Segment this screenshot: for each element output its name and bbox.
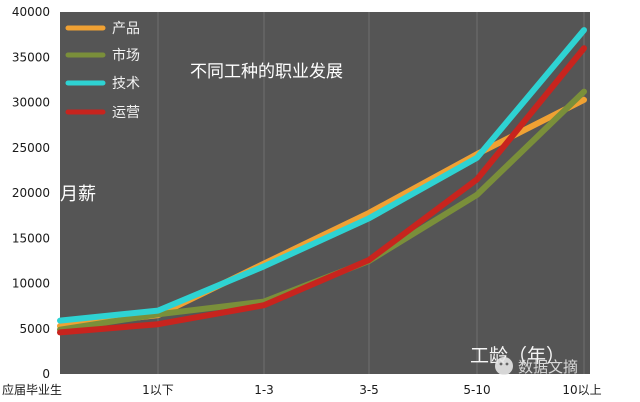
x-tick-label: 1以下 xyxy=(142,383,174,397)
y-tick-label: 10000 xyxy=(12,277,50,291)
x-tick-label: 10以上 xyxy=(562,383,601,397)
y-axis-label: 月薪 xyxy=(60,184,96,205)
y-tick-label: 15000 xyxy=(12,231,50,245)
y-axis-ticks: 0 5000 10000 15000 20000 25000 30000 35000 40000 xyxy=(12,5,50,381)
x-axis-label: 工龄（年） xyxy=(470,345,565,367)
y-tick-label: 0 xyxy=(42,367,50,381)
legend-label: 运营 xyxy=(112,105,140,121)
series-line-4 xyxy=(57,45,587,336)
y-tick-label: 25000 xyxy=(12,141,50,155)
x-axis-ticks: 应届毕业生 1以下 1-3 3-5 5-10 10以上 xyxy=(2,382,602,397)
x-tick-label: 3-5 xyxy=(359,383,379,397)
y-tick-label: 30000 xyxy=(12,96,50,110)
y-tick-label: 20000 xyxy=(12,186,50,200)
y-tick-label: 35000 xyxy=(12,50,50,64)
legend-label: 技术 xyxy=(112,76,140,92)
series-line-3 xyxy=(57,27,587,324)
series-lines xyxy=(57,27,587,336)
y-tick-label: 40000 xyxy=(12,5,50,19)
chart-title: 不同工种的职业发展 xyxy=(190,62,343,82)
watermark-text: 数据文摘 xyxy=(518,358,578,376)
y-tick-label: 5000 xyxy=(19,322,50,336)
legend-label: 产品 xyxy=(112,21,140,37)
x-tick-label: 5-10 xyxy=(463,383,490,397)
x-tick-label: 应届毕业生 xyxy=(2,382,62,397)
legend-label: 市场 xyxy=(112,47,140,64)
x-tick-label: 1-3 xyxy=(254,383,274,397)
watermark: 数据文摘 xyxy=(495,357,578,376)
wechat-icon xyxy=(495,357,513,375)
